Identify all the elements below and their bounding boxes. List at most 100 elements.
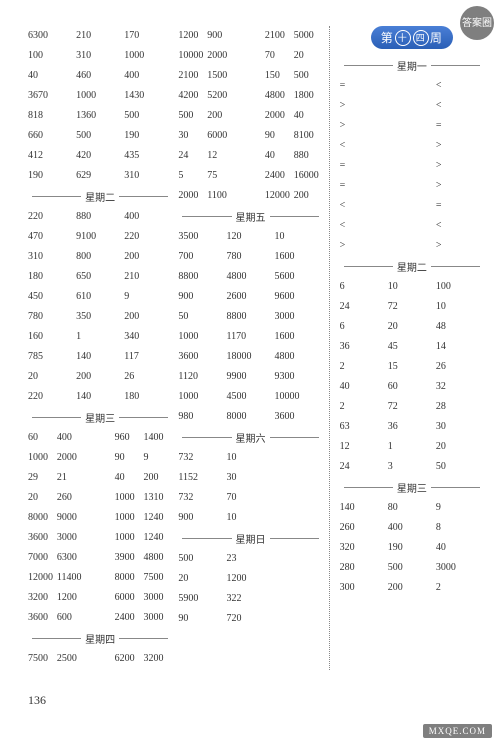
cell: 980 <box>178 408 226 426</box>
cell: 650 <box>76 268 124 286</box>
cell: 4800 <box>265 87 294 105</box>
cell <box>275 469 323 487</box>
data-row: 90720 <box>178 609 322 629</box>
cell: 350 <box>76 308 124 326</box>
cell: 2100 <box>265 27 294 45</box>
cell: 2000 <box>207 47 236 65</box>
section-title: 星期四 <box>28 631 172 646</box>
cell: 40 <box>115 469 144 487</box>
cell: 400 <box>124 67 172 85</box>
cell <box>275 550 323 568</box>
cell: 48 <box>436 318 484 336</box>
cell <box>86 449 115 467</box>
cell: < <box>340 137 388 155</box>
week-badge: 第十四周 <box>371 26 453 49</box>
cell <box>388 137 436 155</box>
data-row: 4506109 <box>28 287 172 307</box>
cell: 720 <box>226 610 274 628</box>
cell: 500 <box>388 559 436 577</box>
data-row: 73210 <box>178 448 322 468</box>
data-row: 367010001430 <box>28 86 172 106</box>
cell: 8 <box>436 519 484 537</box>
cell: 24 <box>340 458 388 476</box>
cell: 200 <box>207 107 236 125</box>
cell: 2500 <box>57 650 86 668</box>
section-title: 星期二 <box>340 259 484 274</box>
cell: 70 <box>265 47 294 65</box>
cell: 9 <box>124 288 172 306</box>
data-row: 350012010 <box>178 227 322 247</box>
cell: 190 <box>388 539 436 557</box>
data-row: => <box>340 156 484 176</box>
cell: 3200 <box>143 650 172 668</box>
cell: 24 <box>340 298 388 316</box>
cell: 4800 <box>226 268 274 286</box>
cell: 40 <box>340 378 388 396</box>
cell: 11400 <box>57 569 86 587</box>
section-title-text: 星期五 <box>236 209 266 224</box>
cell: = <box>340 77 388 95</box>
data-row: 5088003000 <box>178 307 322 327</box>
cell <box>236 87 265 105</box>
cell <box>275 509 323 527</box>
cell: 21 <box>57 469 86 487</box>
cell: 200 <box>143 469 172 487</box>
cell: 3500 <box>178 228 226 246</box>
cell: 322 <box>226 590 274 608</box>
cell: 63 <box>340 418 388 436</box>
cell: < <box>436 217 484 235</box>
cell: 500 <box>178 550 226 568</box>
cell <box>86 569 115 587</box>
cell: 2 <box>340 358 388 376</box>
data-row: 360060024003000 <box>28 608 172 628</box>
data-row: 780350200 <box>28 307 172 327</box>
cell <box>388 97 436 115</box>
cell: 60 <box>388 378 436 396</box>
cell <box>236 27 265 45</box>
cell: 400 <box>124 208 172 226</box>
cell: 1200 <box>57 589 86 607</box>
section-title-text: 星期六 <box>236 430 266 445</box>
cell: 3600 <box>178 348 226 366</box>
data-row: 24350 <box>340 457 484 477</box>
data-row: >= <box>340 116 484 136</box>
cell: 15 <box>388 358 436 376</box>
data-row: 610100 <box>340 277 484 297</box>
cell: 90 <box>115 449 144 467</box>
section-title-text: 星期二 <box>397 259 427 274</box>
cell: 6000 <box>207 127 236 145</box>
cell: 260 <box>57 489 86 507</box>
data-row: 62048 <box>340 317 484 337</box>
cell: 36 <box>388 418 436 436</box>
cell <box>236 147 265 165</box>
cell: 900 <box>178 288 226 306</box>
data-row: 120001140080007500 <box>28 568 172 588</box>
data-row: 120090021005000 <box>178 26 322 46</box>
cell: 1000 <box>28 449 57 467</box>
cell: 2000 <box>57 449 86 467</box>
cell: = <box>436 117 484 135</box>
cell <box>86 469 115 487</box>
data-row: 6300210170 <box>28 26 172 46</box>
page-number: 136 <box>28 693 46 708</box>
cell: 40 <box>294 107 323 125</box>
cell: 140 <box>76 388 124 406</box>
data-row: 12120 <box>340 437 484 457</box>
cell: 40 <box>436 539 484 557</box>
cell: 960 <box>115 429 144 447</box>
cell: 12 <box>207 147 236 165</box>
cell: 9100 <box>76 228 124 246</box>
cell <box>86 429 115 447</box>
data-row: 140809 <box>340 498 484 518</box>
cell: 880 <box>294 147 323 165</box>
cell: 5200 <box>207 87 236 105</box>
data-row: 2000110012000200 <box>178 186 322 206</box>
cell: 780 <box>226 248 274 266</box>
cell <box>388 157 436 175</box>
cell: 310 <box>28 248 76 266</box>
cell: 8000 <box>226 408 274 426</box>
cell: 260 <box>340 519 388 537</box>
section-title: 星期六 <box>178 430 322 445</box>
cell: 2 <box>436 579 484 597</box>
cell <box>275 449 323 467</box>
